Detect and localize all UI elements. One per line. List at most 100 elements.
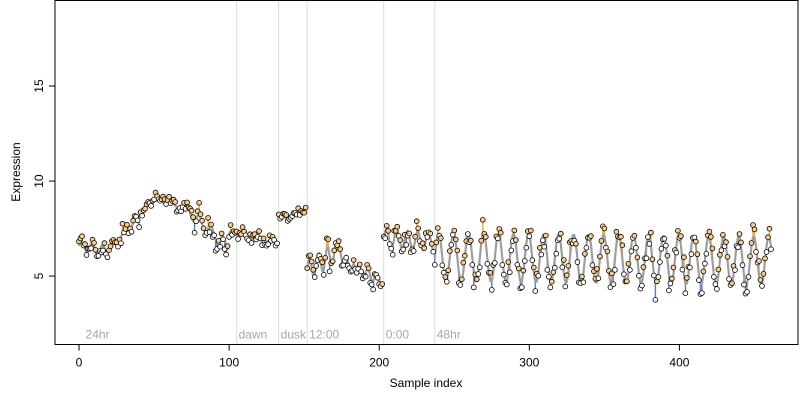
x-axis: 0 100 200 300 400	[76, 344, 690, 370]
data-point	[682, 290, 689, 297]
data-point	[199, 217, 205, 224]
data-point	[124, 221, 130, 228]
data-point	[601, 225, 608, 232]
data-point	[205, 215, 211, 221]
data-point	[536, 245, 543, 251]
data-point	[715, 266, 722, 273]
data-point	[610, 281, 617, 288]
data-point	[100, 247, 106, 254]
data-point	[527, 227, 534, 234]
data-point	[693, 238, 699, 245]
data-point	[655, 274, 662, 280]
data-point	[370, 286, 377, 293]
data-point	[619, 242, 626, 249]
y-axis: 5 10 15	[32, 79, 56, 279]
data-point	[260, 235, 267, 242]
data-point	[470, 284, 477, 291]
data-point	[457, 282, 464, 288]
x-tick-label: 0	[76, 356, 83, 370]
data-point	[79, 233, 85, 240]
data-point	[383, 223, 390, 229]
data-point	[386, 241, 393, 247]
data-point	[724, 254, 731, 260]
data-point	[494, 235, 501, 242]
data-point	[649, 256, 656, 263]
data-point	[613, 228, 620, 235]
data-point	[482, 234, 489, 240]
data-point	[184, 199, 190, 206]
data-point	[325, 236, 332, 243]
data-point	[461, 252, 468, 259]
data-point	[699, 290, 705, 296]
data-point	[511, 227, 518, 234]
data-point	[687, 264, 693, 271]
y-tick-label: 10	[32, 174, 46, 188]
data-point	[235, 236, 241, 242]
data-point	[639, 282, 645, 289]
data-point	[539, 237, 546, 244]
data-point	[479, 217, 486, 223]
data-point	[500, 271, 507, 278]
annotation-label: 48hr	[437, 328, 461, 342]
data-point	[193, 218, 199, 225]
data-point	[542, 232, 549, 239]
data-point	[545, 273, 552, 280]
data-point	[439, 262, 446, 269]
data-point	[651, 272, 657, 279]
data-point	[308, 258, 315, 265]
data-point	[473, 276, 480, 283]
data-point	[717, 252, 723, 258]
data-point	[428, 241, 435, 247]
data-point	[762, 255, 768, 262]
data-point	[508, 247, 515, 254]
data-point	[739, 262, 746, 268]
data-point	[736, 231, 743, 237]
data-point	[343, 254, 350, 261]
data-point	[227, 222, 234, 228]
data-point	[652, 296, 659, 303]
data-point	[711, 274, 717, 280]
data-point	[538, 251, 545, 258]
data-point	[446, 248, 453, 254]
data-point	[188, 207, 195, 214]
data-point	[191, 229, 198, 236]
data-point	[206, 229, 213, 235]
data-point	[709, 245, 716, 252]
annotation-label: dawn	[239, 328, 268, 342]
data-point	[757, 277, 764, 283]
data-point	[669, 275, 675, 282]
data-point	[448, 242, 455, 248]
y-tick-label: 15	[32, 79, 46, 93]
data-point	[452, 236, 459, 243]
data-point	[520, 267, 527, 274]
data-point	[427, 230, 434, 237]
data-point	[200, 225, 207, 232]
data-point	[419, 240, 426, 247]
data-point	[454, 247, 461, 254]
data-point	[356, 261, 363, 268]
data-point	[657, 259, 663, 265]
data-point	[218, 230, 225, 237]
data-point	[738, 239, 744, 246]
data-point	[421, 245, 428, 251]
data-point	[512, 237, 519, 243]
data-point	[410, 248, 417, 254]
data-point	[720, 232, 726, 238]
data-point	[415, 225, 422, 232]
data-point	[523, 244, 530, 251]
data-point	[673, 249, 680, 256]
data-point	[679, 266, 686, 273]
data-point	[307, 252, 314, 259]
data-point	[92, 247, 99, 253]
data-point	[313, 263, 320, 269]
data-point	[134, 217, 141, 224]
data-point	[304, 265, 311, 272]
data-point	[718, 247, 725, 254]
data-point	[469, 262, 476, 268]
data-point	[573, 241, 579, 247]
data-point	[548, 278, 555, 285]
data-point	[634, 254, 641, 261]
data-point	[506, 269, 513, 276]
data-point	[82, 241, 88, 247]
annotation-label: 24hr	[86, 328, 110, 342]
